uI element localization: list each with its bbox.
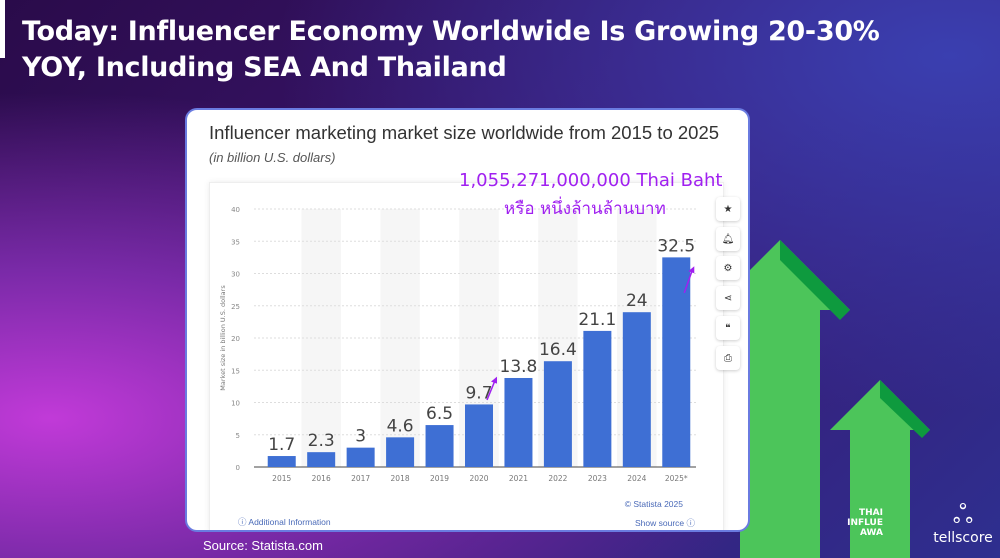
y-tick-label: 20 [231, 335, 240, 343]
print-button[interactable]: ⎙ [716, 346, 740, 370]
x-tick-label: 2024 [627, 474, 646, 483]
data-label: 13.8 [500, 357, 538, 377]
data-label: 32.5 [657, 236, 695, 256]
bar[interactable] [386, 437, 415, 467]
y-tick-label: 10 [231, 400, 240, 408]
x-tick-label: 2021 [509, 474, 528, 483]
bell-button[interactable]: 🔔︎ [716, 227, 740, 251]
additional-information-link[interactable]: ⓘ Additional Information [238, 517, 331, 527]
y-tick-label: 15 [231, 367, 240, 375]
chart-card: Influencer marketing market size worldwi… [185, 108, 750, 532]
tellscore-mark-icon: ஃ [952, 500, 974, 530]
y-tick-label: 25 [231, 303, 240, 311]
chart-title: Influencer marketing market size worldwi… [209, 122, 720, 143]
bar[interactable] [622, 312, 651, 467]
title-line-2: YOY, Including SEA And Thailand [22, 52, 507, 83]
y-tick-label: 30 [231, 271, 240, 279]
y-tick-label: 40 [231, 206, 240, 214]
gear-button[interactable]: ⚙ [716, 256, 740, 280]
source-text: Source: Statista.com [203, 538, 323, 553]
annotation-arrow [486, 380, 496, 401]
awards-logo: THAI INFLUE AWA [847, 508, 883, 538]
bar[interactable] [543, 361, 572, 467]
bar[interactable] [583, 330, 612, 467]
data-label: 9.7 [465, 383, 492, 403]
show-source-label: Show source [634, 518, 685, 528]
chart-panel: 0 5 10 15 20 25 30 35 40 Market size in billion U… [209, 182, 740, 530]
y-tick-label: 0 [236, 464, 240, 472]
chart-subtitle: (in billion U.S. dollars) [209, 150, 336, 165]
x-tick-label: 2020 [469, 474, 488, 483]
title-accent-bar [0, 0, 5, 58]
arrow-head [491, 376, 497, 384]
show-source-link[interactable]: Show source ⓘ [634, 518, 695, 528]
x-tick-label: 2016 [312, 474, 331, 483]
tellscore-logo: ஃ tellscore [928, 500, 998, 546]
bar[interactable] [465, 404, 493, 467]
x-tick-label: 2023 [588, 474, 607, 483]
x-tick-label: 2025* [665, 474, 688, 483]
x-tick-label: 2019 [430, 474, 449, 483]
bar[interactable] [267, 456, 296, 467]
data-label: 4.6 [387, 416, 414, 436]
x-tick-label: 2018 [391, 474, 410, 483]
data-label: 6.5 [426, 404, 453, 424]
data-label: 21.1 [578, 310, 616, 330]
thai-annotation: หรือ หนึ่งล้านล้านบาท [504, 199, 666, 219]
bar[interactable] [346, 447, 375, 467]
y-tick-label: 35 [231, 238, 240, 246]
arrow-head [688, 266, 695, 274]
data-label: 24 [626, 291, 648, 311]
star-button[interactable]: ★ [716, 197, 740, 221]
baht-annotation: 1,055,271,000,000 Thai Baht [459, 170, 723, 191]
bar[interactable] [307, 452, 336, 467]
additional-label: Additional Information [248, 517, 331, 527]
copyright: © Statista 2025 [624, 499, 683, 509]
x-tick-label: 2017 [351, 474, 370, 483]
x-tick-label: 2022 [548, 474, 567, 483]
title-line-1: Today: Influencer Economy Worldwide Is G… [22, 16, 880, 47]
bar-chart: 0 5 10 15 20 25 30 35 40 Market size in billion U… [219, 206, 696, 483]
annotation-arrow [683, 270, 693, 294]
data-label: 16.4 [539, 340, 577, 360]
data-label: 3 [355, 427, 366, 447]
data-label: 2.3 [308, 431, 335, 451]
share-button[interactable]: ⋖ [716, 286, 740, 310]
tellscore-label: tellscore [933, 530, 993, 546]
quote-button[interactable]: ❝ [716, 316, 740, 340]
y-axis-label: Market size in billion U.S. dollars [219, 285, 227, 391]
data-label: 1.7 [268, 435, 295, 455]
bar[interactable] [425, 425, 454, 467]
x-tick-label: 2015 [272, 474, 291, 483]
bar[interactable] [504, 377, 533, 467]
slide-title: Today: Influencer Economy Worldwide Is G… [22, 14, 880, 86]
bar[interactable] [662, 257, 691, 467]
y-tick-label: 5 [236, 432, 240, 440]
